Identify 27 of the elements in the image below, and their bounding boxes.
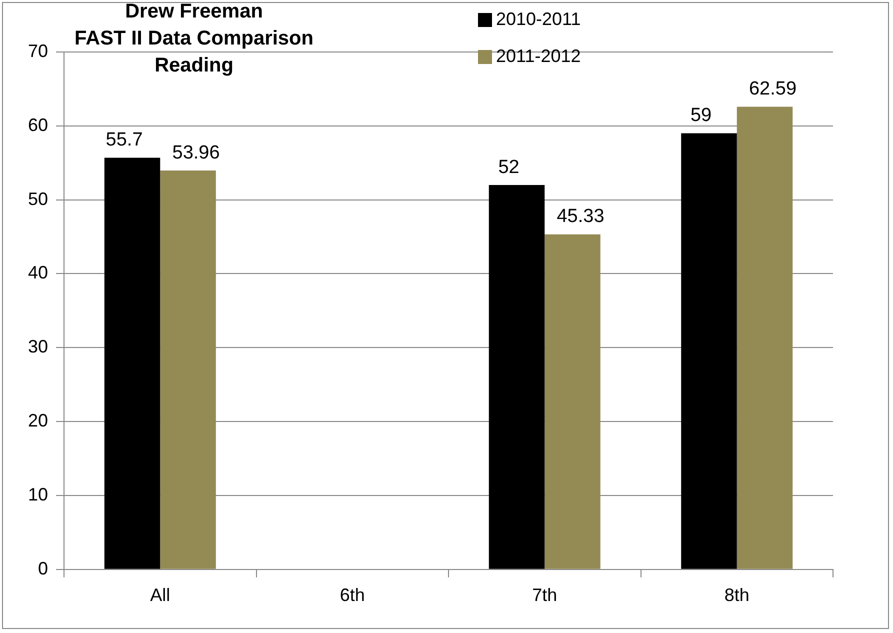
data-label: 53.96 — [172, 142, 220, 164]
bar — [736, 106, 793, 569]
data-label: 52 — [498, 156, 520, 178]
y-tick-label: 40 — [28, 262, 48, 283]
bar — [488, 185, 545, 569]
x-tick-label: 8th — [724, 585, 750, 606]
bar — [681, 133, 737, 569]
y-tick-label: 60 — [28, 114, 48, 135]
y-tick-label: 70 — [28, 40, 48, 61]
y-tick-label: 20 — [28, 410, 48, 431]
x-tick-label: All — [150, 585, 170, 606]
data-label: 45.33 — [556, 206, 604, 228]
y-tick-label: 30 — [28, 336, 48, 357]
chart-title: Drew Freeman FAST II Data Comparison Reading — [74, 0, 314, 77]
bar — [544, 234, 600, 569]
x-tick-label: 6th — [340, 585, 365, 606]
legend-label: 2010-2011 — [496, 8, 581, 29]
data-label: 59 — [690, 105, 712, 126]
data-label: 62.59 — [748, 78, 797, 100]
bar — [104, 158, 160, 569]
data-label: 55.7 — [106, 129, 143, 150]
x-tick-label: 7th — [532, 585, 558, 606]
bar — [160, 170, 216, 569]
y-tick-label: 0 — [38, 558, 48, 578]
y-tick-label: 50 — [28, 188, 48, 209]
y-tick-label: 10 — [28, 484, 48, 504]
legend-label: 2011-2012 — [496, 46, 581, 66]
